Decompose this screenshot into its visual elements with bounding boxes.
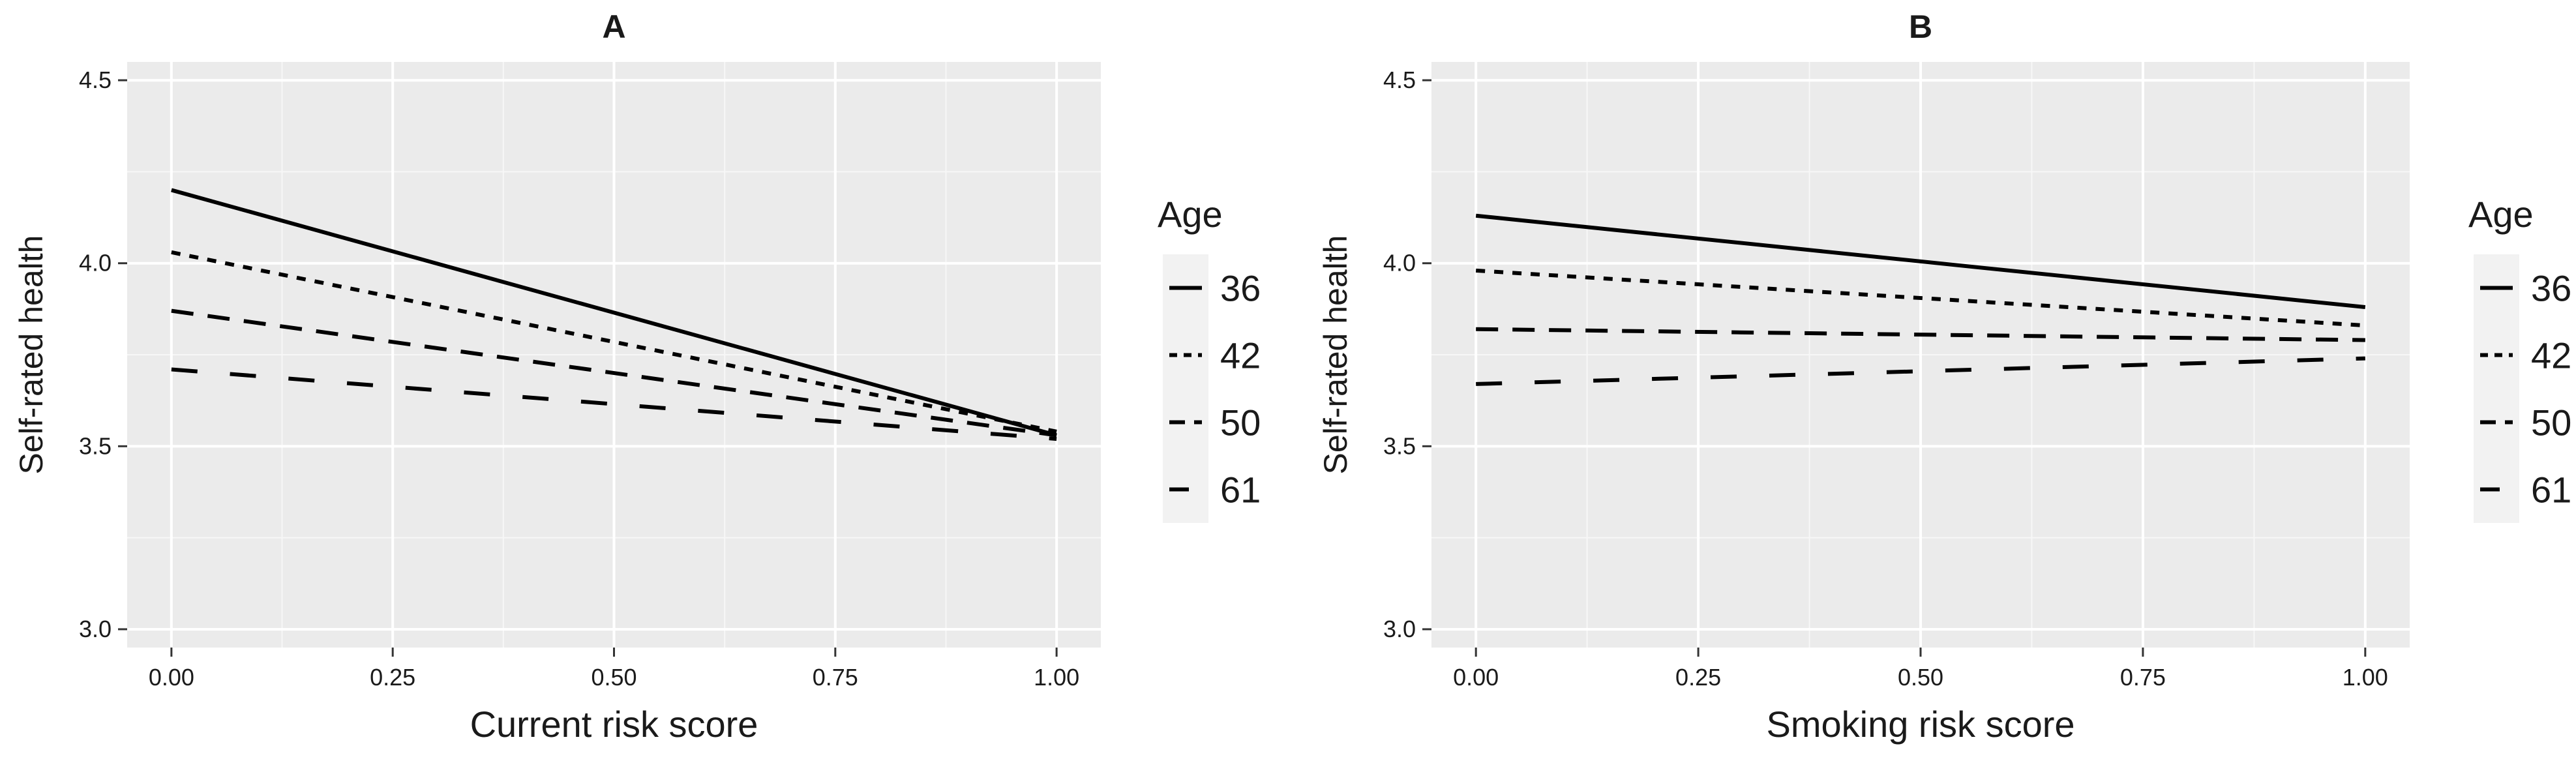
x-tick-label: 0.75 [813,664,858,691]
legend-title: Age [2468,194,2534,235]
series-line-42 [171,250,1057,434]
panel-a: 0.00 0.25 0.50 0.75 1.00 3.0 3.5 4.0 4.5 A Current… [13,8,1261,745]
series-line-50 [171,308,1057,438]
x-tick-label: 0.50 [1898,664,1943,691]
chart-title: A [602,8,625,45]
y-tick-label: 4.0 [79,250,112,276]
legend-label: 50 [1220,402,1261,443]
series-line-42 [1475,268,2366,328]
legend-label: 42 [1220,335,1261,376]
legend-label: 36 [1220,268,1261,309]
y-tick-label: 4.5 [79,67,112,93]
y-tick-label: 4.0 [1383,250,1416,276]
y-tick-label: 3.0 [1383,616,1416,642]
legend: Age 36 42 50 61 [2468,194,2571,523]
y-tick-label: 3.0 [79,616,112,642]
legend-title: Age [1158,194,1223,235]
gridlines [127,62,1101,648]
series-line-36 [171,188,1057,438]
y-tick-label: 3.5 [79,432,112,459]
series-line-50 [1476,327,2365,342]
legend-label: 36 [2531,268,2571,309]
x-tick-label: 0.25 [1675,664,1721,691]
legend: Age 36 42 50 61 [1158,194,1261,523]
y-axis-label: Self-rated health [1317,235,1354,475]
x-tick-label: 1.00 [1034,664,1079,691]
y-tick-label: 4.5 [1383,67,1416,93]
y-tick-label: 3.5 [1383,432,1416,459]
legend-label: 61 [2531,470,2571,511]
y-axis-label: Self-rated health [13,235,50,475]
series-line-36 [1475,213,2366,310]
x-tick-label: 0.00 [1453,664,1499,691]
x-axis-label: Smoking risk score [1766,704,2074,745]
x-tick-label: 0.75 [2120,664,2166,691]
legend-label: 50 [2531,402,2571,443]
x-tick-label: 0.50 [591,664,637,691]
legend-label: 42 [2531,335,2571,376]
panel-b: 0.00 0.25 0.50 0.75 1.00 3.0 3.5 4.0 4.5 B Smoking… [1317,8,2571,745]
x-axis-label: Current risk score [470,704,758,745]
x-tick-label: 1.00 [2343,664,2388,691]
x-tick-label: 0.00 [149,664,194,691]
x-tick-label: 0.25 [370,664,415,691]
chart-title: B [1909,8,1932,45]
legend-label: 61 [1220,470,1261,511]
